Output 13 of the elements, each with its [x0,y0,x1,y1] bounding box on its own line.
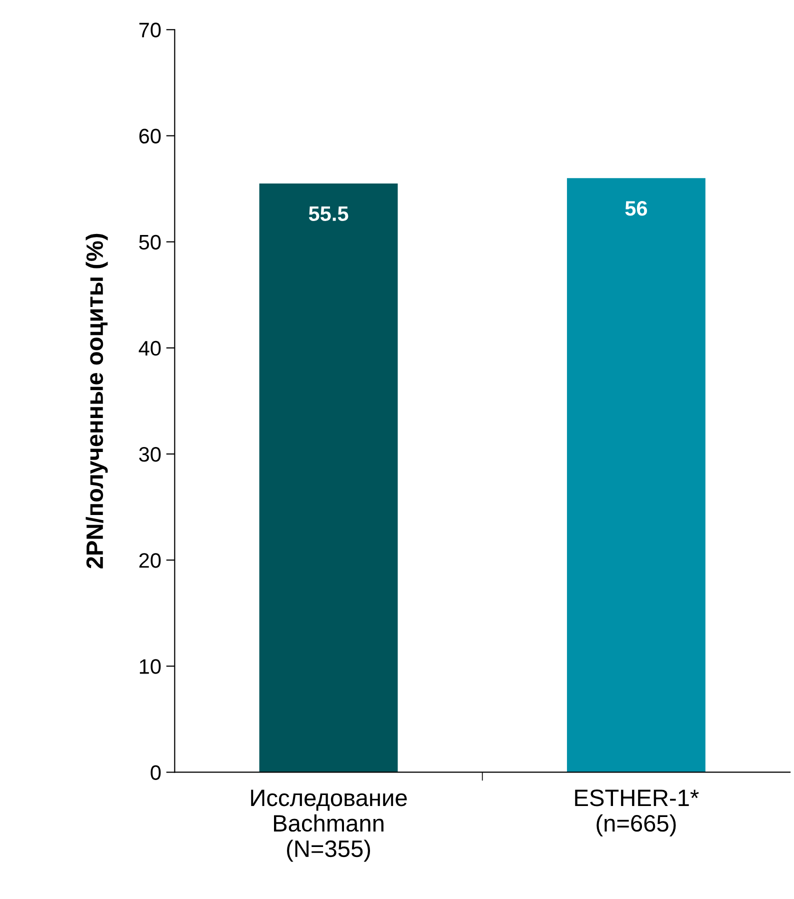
y-tick-label: 70 [139,22,161,38]
y-tick-label: 40 [138,340,161,356]
y-tick-label: 0 [150,765,161,780]
y-axis-title: 2PN/полученные ооциты (%) [86,234,108,568]
x-tick-label: Исследование Bachmann (N=355) [251,790,407,862]
y-tick-label: 20 [139,553,161,568]
y-tick-label: 50 [139,234,161,250]
data-label: 55.5 [308,206,348,222]
data-label: 56 [625,200,648,216]
y-tick-label: 10 [140,659,161,674]
x-tick-label: ESTHER-1* (n=665) [575,790,699,836]
y-tick-label: 60 [139,128,161,144]
y-tick-label: 30 [139,446,161,462]
